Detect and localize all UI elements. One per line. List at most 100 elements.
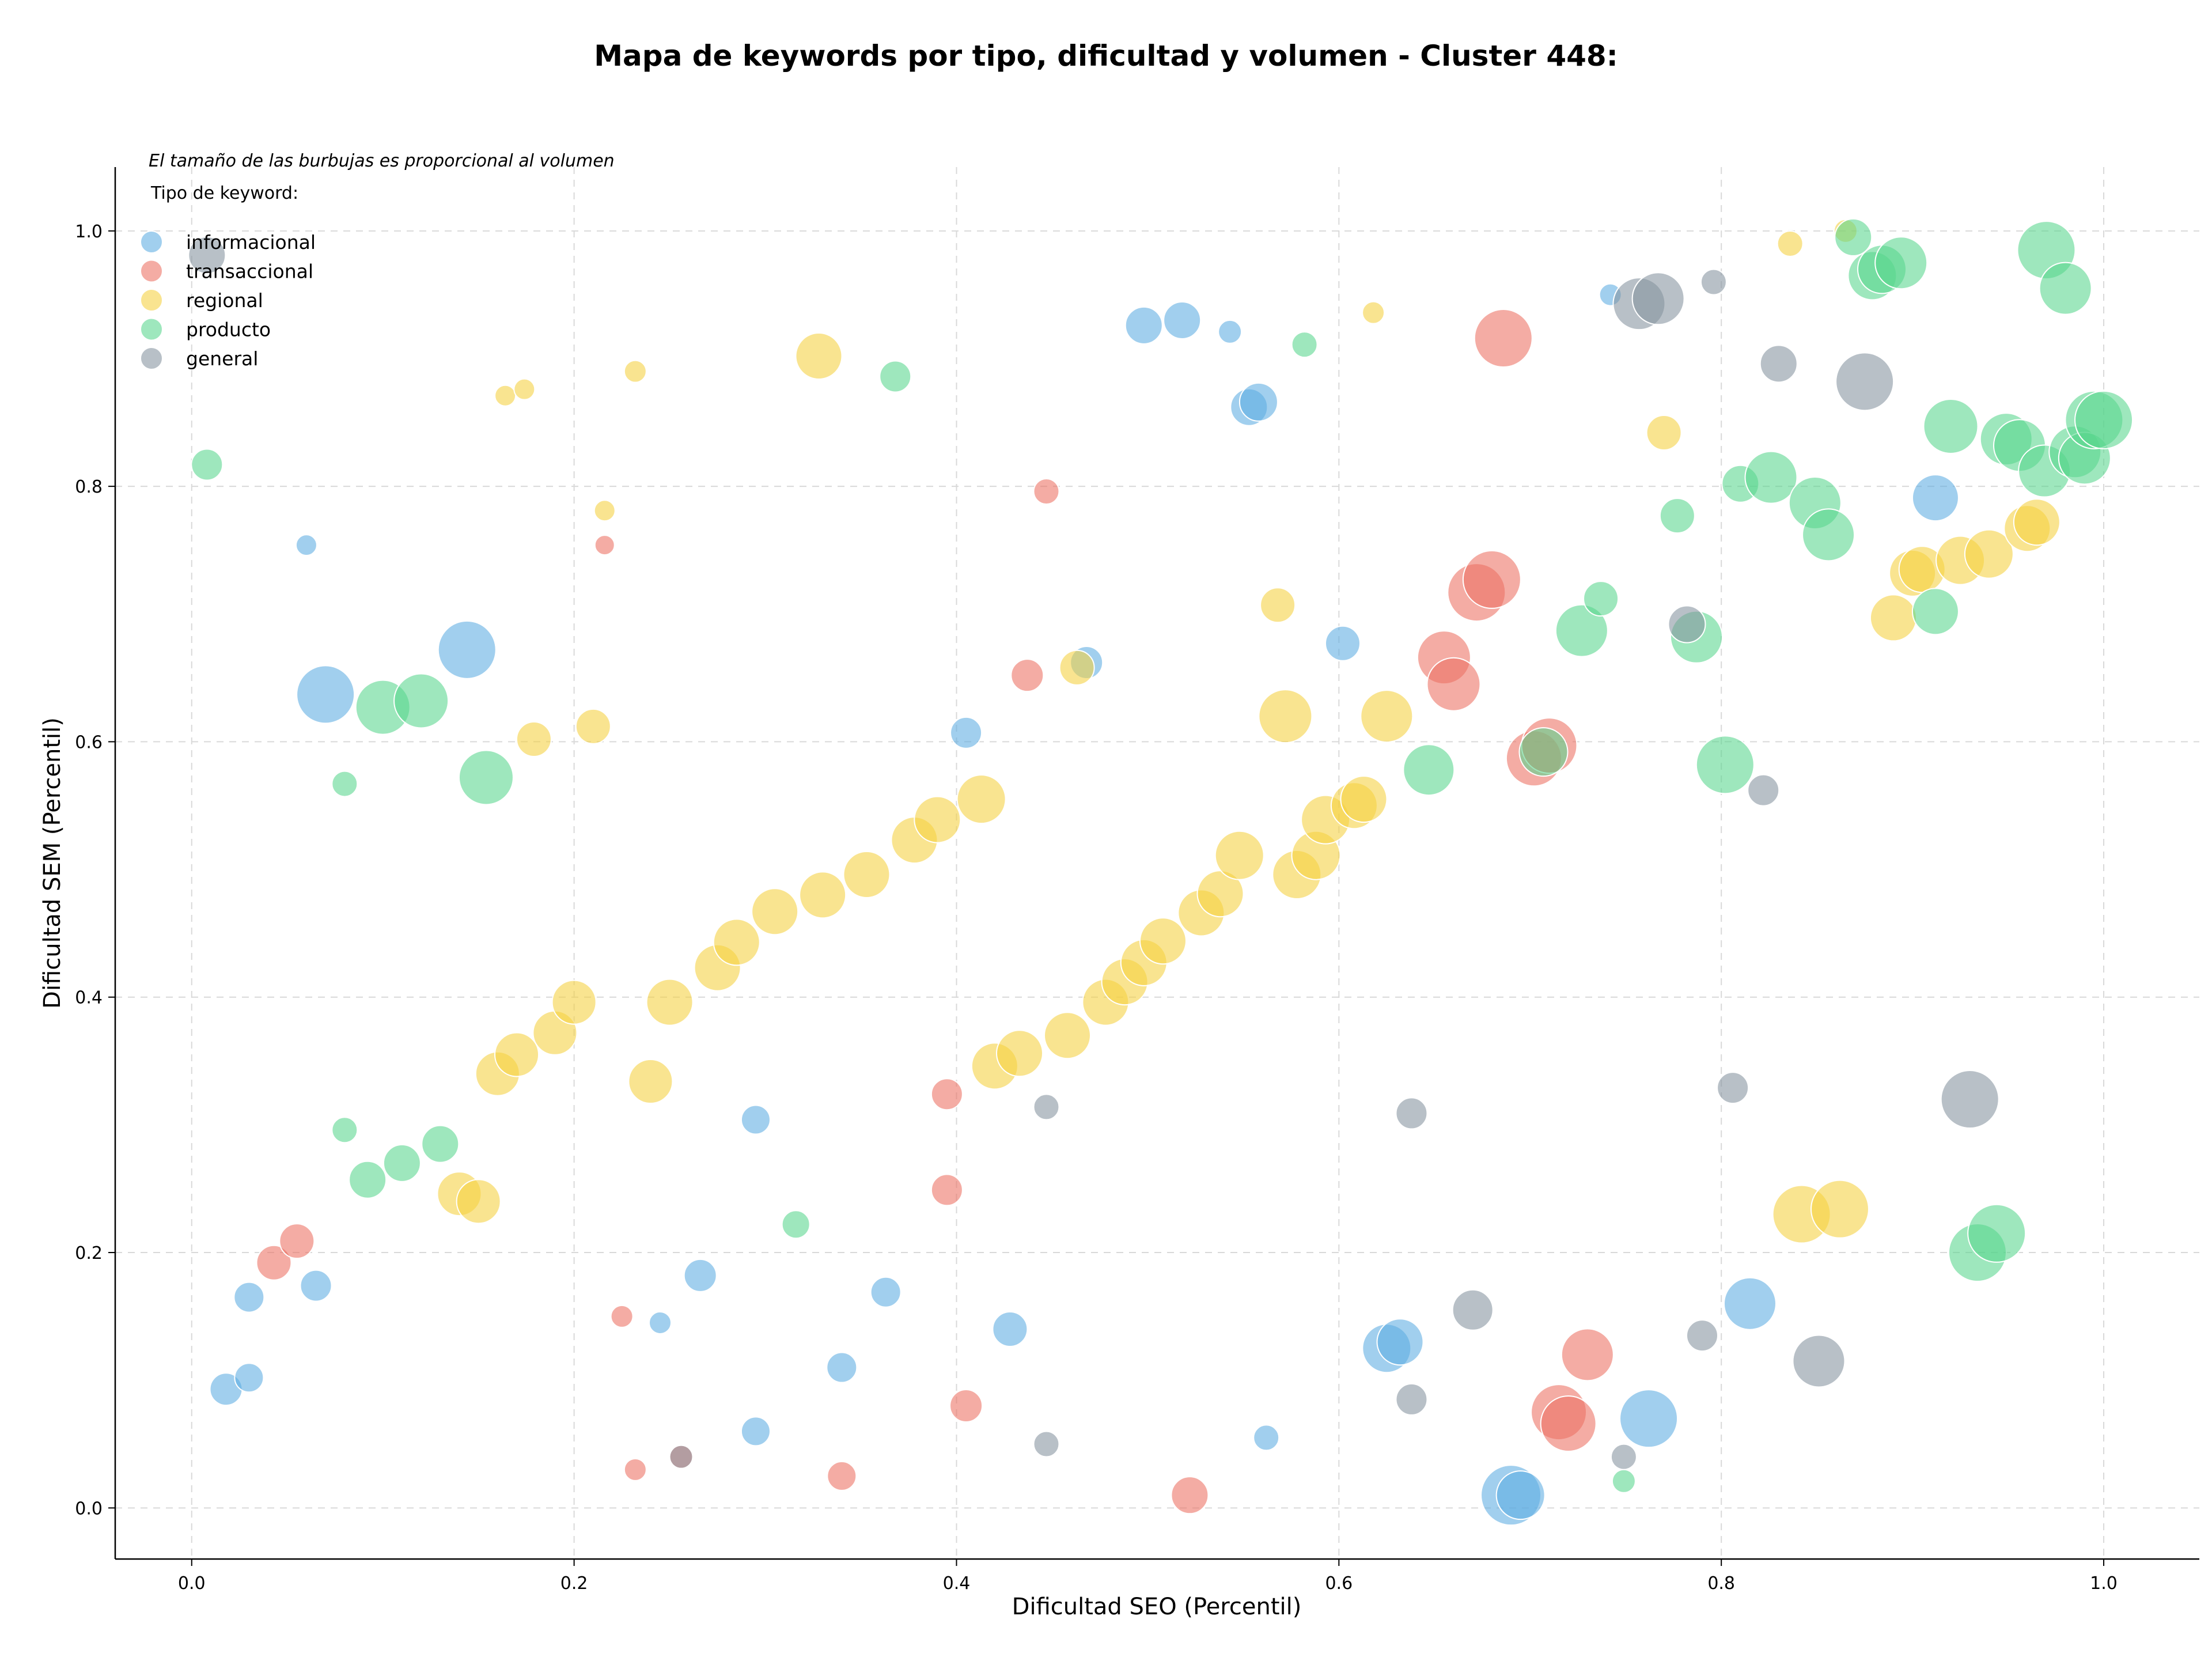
y-axis-label: Dificultad SEM (Percentil)	[39, 717, 66, 1009]
bubble-informacional	[437, 620, 497, 679]
legend-title: Tipo de keyword:	[150, 183, 298, 203]
bubble-regional	[1214, 830, 1264, 880]
bubble-transaccional	[1462, 550, 1521, 609]
bubble-general	[1452, 1289, 1494, 1331]
bubble-producto	[331, 770, 358, 797]
bubble-general	[1033, 1094, 1060, 1121]
bubble-transaccional	[1010, 659, 1044, 693]
y-tick-label: 0.6	[75, 732, 103, 752]
bubble-producto	[1403, 744, 1455, 796]
bubble-general	[1610, 1443, 1637, 1470]
bubble-regional	[593, 500, 616, 522]
bubble-transaccional	[279, 1223, 315, 1259]
bubble-general	[1685, 1319, 1718, 1352]
bubble-regional	[1260, 587, 1296, 623]
bubble-informacional	[740, 1104, 771, 1135]
bubble-regional	[1964, 529, 2014, 579]
bubble-producto	[1744, 451, 1798, 504]
bubble-producto	[1967, 1204, 2027, 1263]
bubble-transaccional	[594, 535, 615, 556]
bubble-informacional	[234, 1363, 264, 1393]
y-tick-label: 0.8	[75, 477, 103, 497]
bubble-regional	[623, 360, 647, 383]
bubble-informacional	[1238, 382, 1278, 422]
bubble-informacional	[295, 534, 317, 557]
bubble-producto	[382, 1144, 421, 1182]
bubble-producto	[1802, 508, 1855, 562]
bubble-producto	[349, 1160, 387, 1199]
bubble-regional	[1043, 1012, 1091, 1060]
x-axis-label: Dificultad SEO (Percentil)	[1012, 1594, 1302, 1620]
bubble-transaccional	[1560, 1328, 1614, 1382]
bubble-general	[1835, 352, 1895, 411]
bubble-regional	[646, 978, 694, 1026]
x-tick-label: 1.0	[2090, 1573, 2118, 1594]
bubble-general	[1759, 345, 1798, 383]
bubble-producto	[458, 750, 514, 805]
bubble-producto	[1923, 398, 1979, 454]
bubble-informacional	[300, 1269, 332, 1302]
bubble-informacional	[233, 1281, 265, 1313]
bubble-regional	[628, 1059, 673, 1104]
bubble-producto	[1555, 604, 1608, 657]
bubble-informacional	[1124, 306, 1163, 345]
bubble-regional	[513, 378, 536, 400]
bubble-transaccional	[930, 1174, 963, 1206]
bubble-informacional	[296, 665, 355, 724]
bubble-general	[1717, 1072, 1749, 1104]
bubble-informacional	[1911, 474, 1959, 522]
bubble-regional	[1869, 594, 1917, 642]
bubble-general	[1631, 272, 1685, 326]
bubble-informacional	[1619, 1389, 1679, 1448]
bubble-general	[1792, 1334, 1846, 1388]
bubble-producto	[2039, 262, 2092, 315]
bubble-informacional	[826, 1352, 858, 1383]
bubble-regional	[494, 1032, 540, 1077]
bubble-transaccional	[1171, 1476, 1209, 1515]
bubble-producto	[1834, 218, 1873, 256]
bubble-regional	[1059, 649, 1095, 686]
bubble-transaccional	[930, 1078, 963, 1111]
bubble-regional	[1139, 917, 1187, 965]
legend-label-producto: producto	[186, 319, 271, 341]
bubble-informacional	[1218, 319, 1243, 344]
bubble-regional	[956, 774, 1006, 824]
bubble-producto	[1659, 498, 1695, 534]
bubble-regional	[843, 850, 891, 898]
bubble-transaccional	[623, 1458, 647, 1481]
bubble-transaccional	[1474, 309, 1533, 368]
bubble-transaccional	[1540, 1395, 1597, 1452]
legend: informacional transaccional regional produc…	[140, 230, 316, 370]
bubble-producto	[393, 673, 449, 729]
x-tick-label: 0.2	[560, 1573, 588, 1594]
bubble-informacional	[740, 1416, 771, 1447]
bubble-regional	[751, 888, 799, 936]
y-tick-label: 0.0	[75, 1499, 103, 1519]
bubble-producto	[2074, 390, 2134, 449]
bubble-informacional	[992, 1311, 1028, 1348]
bubble-informacional	[1376, 1318, 1424, 1366]
bubble-regional	[1340, 775, 1388, 823]
bubble-regional	[1258, 689, 1313, 744]
bubble-informacional	[870, 1276, 902, 1308]
bubble-transaccional	[949, 1389, 983, 1423]
x-tick-label: 0.4	[943, 1573, 971, 1594]
x-tick-label: 0.6	[1325, 1573, 1353, 1594]
legend-label-informacional: informacional	[186, 231, 316, 253]
bubble-producto	[1695, 735, 1755, 794]
bubble-producto	[1911, 588, 1959, 635]
bubble-transaccional	[827, 1461, 857, 1491]
ticks: 0.0 0.2 0.4 0.6 0.8 1.0 0.0 0.2 0.4 0.6 0.8 1.0	[75, 222, 2118, 1594]
x-tick-label: 0.0	[178, 1573, 206, 1594]
bubble-producto	[781, 1210, 810, 1239]
bubble-informacional	[1253, 1424, 1280, 1451]
bubble-transaccional	[1033, 478, 1060, 505]
bubble-general	[1033, 1431, 1060, 1458]
legend-marker-producto	[140, 317, 163, 341]
bubble-producto	[1518, 727, 1569, 777]
bubble-layer	[188, 218, 2134, 1526]
bubble-regional	[1646, 415, 1682, 451]
bubble-regional	[1810, 1179, 1869, 1239]
bubble-general	[1395, 1097, 1428, 1130]
